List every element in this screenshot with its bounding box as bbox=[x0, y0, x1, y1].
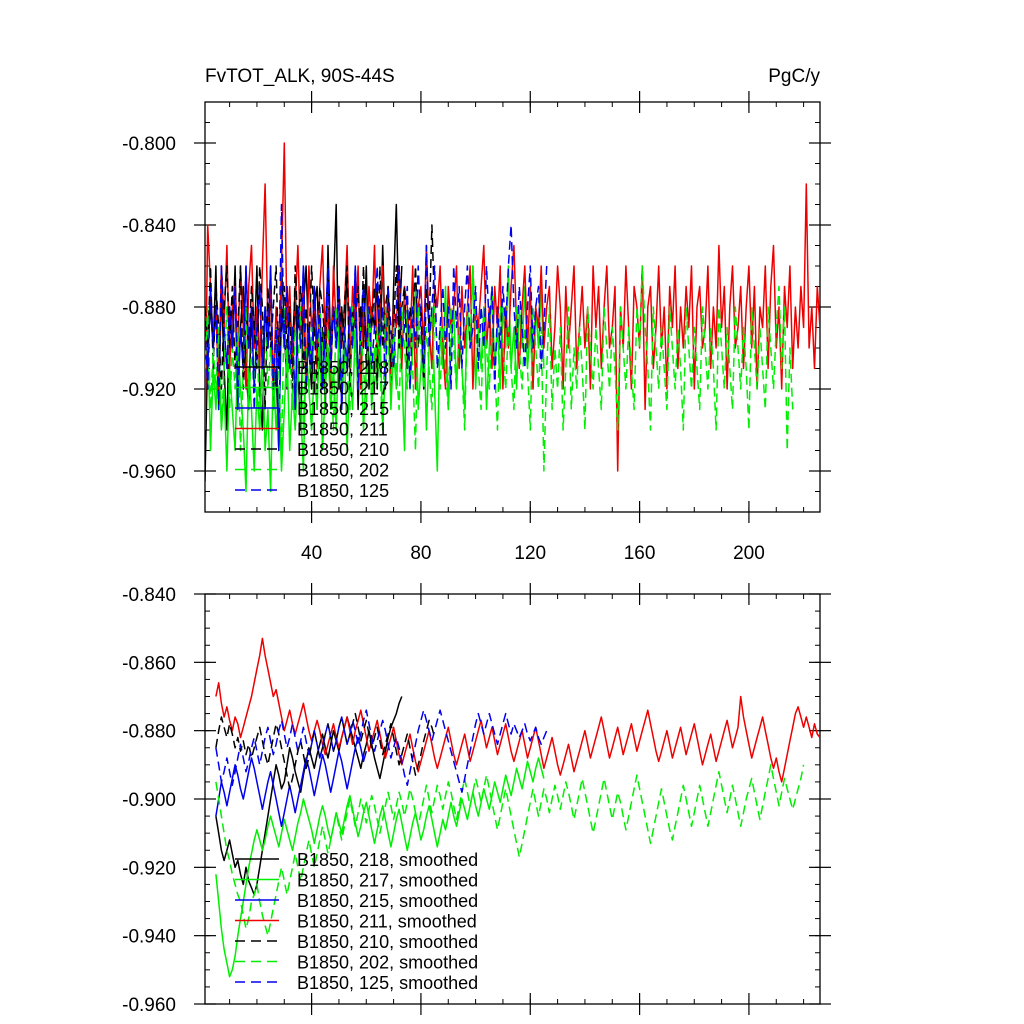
series-line-b1850-125 bbox=[205, 203, 548, 411]
y-tick-label: -0.900 bbox=[122, 790, 176, 811]
series-line-b1850-217 bbox=[205, 265, 545, 493]
series-line-b1850-210-smoothed bbox=[215, 712, 436, 790]
legend-label: B1850, 218, smoothed bbox=[297, 850, 478, 870]
series-line-b1850-217-smoothed bbox=[215, 757, 545, 978]
legend-label: B1850, 202 bbox=[297, 461, 389, 481]
legend-label: B1850, 217, smoothed bbox=[297, 871, 478, 891]
legend-label: B1850, 215 bbox=[297, 399, 389, 419]
series-line-b1850-210 bbox=[205, 224, 436, 411]
series-line-b1850-215-smoothed bbox=[215, 736, 368, 828]
y-tick-label: -0.880 bbox=[122, 298, 176, 319]
series-line-b1850-202-smoothed bbox=[215, 764, 805, 937]
y-tick-label: -0.840 bbox=[122, 585, 176, 606]
top-panel: 40 80 120 160 200 -0.800 -0.840 -0.880 -0.920 -0.… bbox=[122, 66, 831, 564]
y-tick-label: -0.800 bbox=[122, 134, 176, 155]
y-tick-label: -0.920 bbox=[122, 858, 176, 879]
y-tick-label: -0.840 bbox=[122, 216, 176, 237]
legend-label: B1850, 210 bbox=[297, 440, 389, 460]
legend-label: B1850, 217 bbox=[297, 379, 389, 399]
legend-label: B1850, 210, smoothed bbox=[297, 932, 478, 952]
legend-label: B1850, 211, smoothed bbox=[297, 912, 477, 932]
y-tick-label: -0.880 bbox=[122, 722, 176, 743]
legend-label: B1850, 211 bbox=[297, 420, 388, 440]
x-tick-label: 160 bbox=[624, 543, 656, 564]
series-line-b1850-211 bbox=[205, 142, 820, 472]
x-tick-label: 120 bbox=[514, 543, 546, 564]
legend-label: B1850, 202, smoothed bbox=[297, 953, 478, 973]
series-line-b1850-218-smoothed bbox=[215, 696, 403, 896]
y-tick-label: -0.920 bbox=[122, 380, 176, 401]
legend-label: B1850, 215, smoothed bbox=[297, 891, 478, 911]
x-tick-label: 80 bbox=[410, 543, 431, 564]
y-tick-label: -0.940 bbox=[122, 927, 176, 948]
legend-label: B1850, 125 bbox=[297, 481, 389, 501]
chart-title: FvTOT_ALK, 90S-44S bbox=[205, 66, 395, 87]
bottom-panel: -0.840 -0.860 -0.880 -0.900 -0.920 -0.940 -0.9… bbox=[122, 583, 831, 1016]
series-group bbox=[205, 142, 820, 493]
y-tick-label: -0.960 bbox=[122, 995, 176, 1016]
legend-label: B1850, 218 bbox=[297, 358, 389, 378]
series-group bbox=[215, 637, 820, 978]
y-tick-label: -0.860 bbox=[122, 653, 176, 674]
series-line-b1850-125-smoothed bbox=[215, 709, 548, 793]
x-tick-label: 200 bbox=[733, 543, 765, 564]
legend-label: B1850, 125, smoothed bbox=[297, 973, 478, 993]
y-tick-label: -0.960 bbox=[122, 462, 176, 483]
series-line-b1850-211-smoothed bbox=[215, 637, 820, 783]
x-tick-label: 40 bbox=[301, 543, 322, 564]
units-label: PgC/y bbox=[768, 66, 820, 87]
